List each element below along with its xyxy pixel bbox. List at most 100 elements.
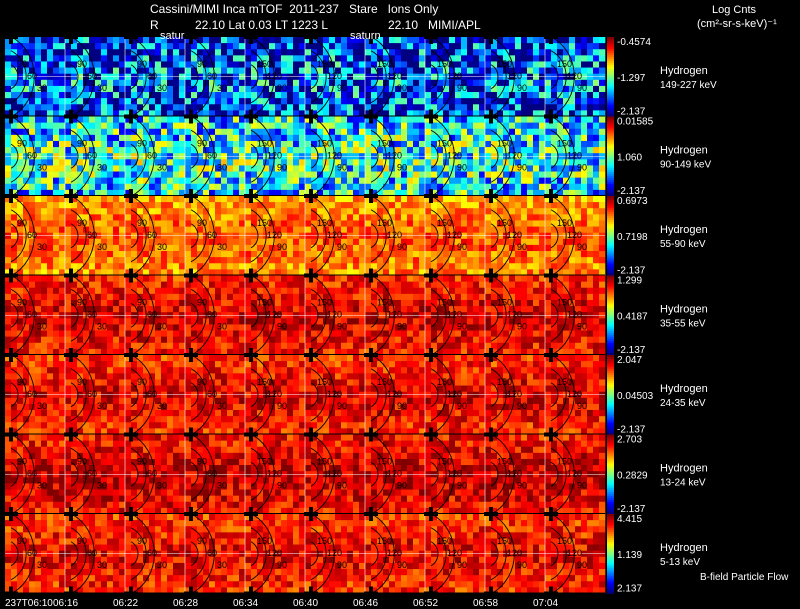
colorbar-segment	[607, 98, 614, 101]
colorbar-segment	[607, 382, 614, 386]
colorbar-segment	[607, 223, 614, 227]
colorbar-segment	[607, 559, 614, 563]
colorbar-segment	[607, 255, 614, 259]
colorbar-segment	[607, 353, 614, 356]
contour-label: 90	[517, 480, 527, 490]
colorbar-segment	[607, 454, 614, 457]
colorbar-segment	[607, 432, 614, 435]
colorbar-segment	[607, 557, 614, 561]
title-line: Cassini/MIMI Inca mTOF 2011-237 Stare Io…	[150, 2, 439, 16]
colorbar-segment	[607, 301, 614, 304]
colorbar-segment	[607, 114, 614, 117]
colorbar-segment	[607, 196, 614, 199]
contour-label: 30	[217, 401, 227, 411]
colorbar-segment	[607, 299, 614, 302]
colorbar-segment	[607, 207, 614, 211]
contour-label: 90	[137, 456, 147, 466]
colorbar-segment	[607, 535, 614, 539]
colorbar-segment	[607, 545, 614, 549]
contour-label: 150	[437, 59, 452, 69]
contour-label: 120	[387, 71, 402, 81]
colorbar-segment	[607, 56, 614, 60]
contour-label: 90	[137, 59, 147, 69]
contour-label: 90	[397, 480, 407, 490]
colorbar-segment	[607, 148, 614, 151]
colorbar-segment	[607, 358, 614, 362]
colorbar-segment	[607, 118, 614, 121]
contour-label: 120	[447, 150, 462, 160]
colorbar-segment	[607, 305, 614, 308]
contour-label: 150	[497, 59, 512, 69]
contour-label: 90	[17, 218, 27, 228]
contour-label: 60	[87, 548, 97, 558]
colorbar-segment	[607, 295, 614, 298]
contour-label: 90	[277, 560, 287, 570]
contour-label: 120	[447, 468, 462, 478]
colorbar-segment	[607, 502, 614, 505]
contour-label: 60	[207, 150, 217, 160]
contour-label: 60	[87, 150, 97, 160]
contour-label: 90	[137, 536, 147, 546]
colorbar-segment	[607, 289, 614, 292]
colorbar-segment	[607, 271, 614, 274]
colorbar-segment	[607, 506, 614, 509]
panel-species: Hydrogen	[660, 462, 708, 474]
colorbar-segment	[607, 496, 614, 499]
contour-label: 30	[97, 162, 107, 172]
panel-6: 9060309060309060309060301501209015012090…	[4, 507, 708, 601]
colorbar-segment	[607, 438, 614, 441]
colorbar-segment	[607, 567, 614, 571]
colorbar-segment	[607, 474, 614, 477]
colorbar-segment	[607, 100, 614, 103]
contour-label: 150	[557, 377, 572, 387]
colorbar-segment	[607, 211, 614, 215]
contour-label: 90	[197, 218, 207, 228]
colorbar-segment	[607, 170, 614, 173]
contour-label: 30	[97, 560, 107, 570]
contour-label: 150	[437, 218, 452, 228]
colorbar-segment	[607, 408, 614, 412]
colorbar-segment	[607, 106, 614, 109]
colorbar-segment	[607, 345, 614, 348]
colorbar-segment	[607, 122, 614, 125]
contour-label: 90	[277, 162, 287, 172]
contour-label: 150	[317, 377, 332, 387]
contour-label: 90	[197, 377, 207, 387]
colorbar-segment	[607, 174, 614, 177]
colorbar-segment	[607, 384, 614, 388]
contour-label: 120	[387, 468, 402, 478]
colorbar-segment	[607, 366, 614, 370]
contour-label: 150	[557, 218, 572, 228]
colorbar-segment	[607, 273, 614, 276]
colorbar-min: -2.137	[617, 266, 646, 277]
panel-energy: 149-227 keV	[660, 80, 717, 91]
contour-label: 90	[337, 560, 347, 570]
contour-label: 120	[447, 309, 462, 319]
colorbar-segment	[607, 257, 614, 260]
colorbar-segment	[607, 333, 614, 336]
contour-label: 120	[267, 389, 282, 399]
contour-label: 120	[567, 548, 582, 558]
colorbar-segment	[607, 92, 614, 96]
panel-3: 9060309060309060309060301501209015012090…	[4, 268, 708, 362]
ephemeris-right: 22.10 MIMI/APL	[388, 18, 481, 32]
colorbar-segment	[607, 70, 614, 74]
colorbar-mid: 0.2829	[617, 470, 648, 481]
contour-label: 60	[27, 548, 37, 558]
colorbar-segment	[607, 549, 614, 553]
colorbar-segment	[607, 261, 614, 264]
contour-label: 60	[87, 71, 97, 81]
colorbar-segment	[607, 281, 614, 284]
colorbar-segment	[607, 291, 614, 294]
contour-label: 150	[497, 218, 512, 228]
colorbar-segment	[607, 446, 614, 449]
colorbar-segment	[607, 68, 614, 72]
colorbar-segment	[607, 229, 614, 233]
colorbar-title-1: Log Cnts	[712, 4, 757, 16]
colorbar-max: 4.415	[617, 514, 642, 525]
contour-label: 90	[197, 138, 207, 148]
colorbar-segment	[607, 124, 614, 127]
colorbar-max: 0.01585	[617, 117, 654, 128]
colorbar-segment	[607, 186, 614, 189]
colorbar-segment	[607, 581, 614, 584]
